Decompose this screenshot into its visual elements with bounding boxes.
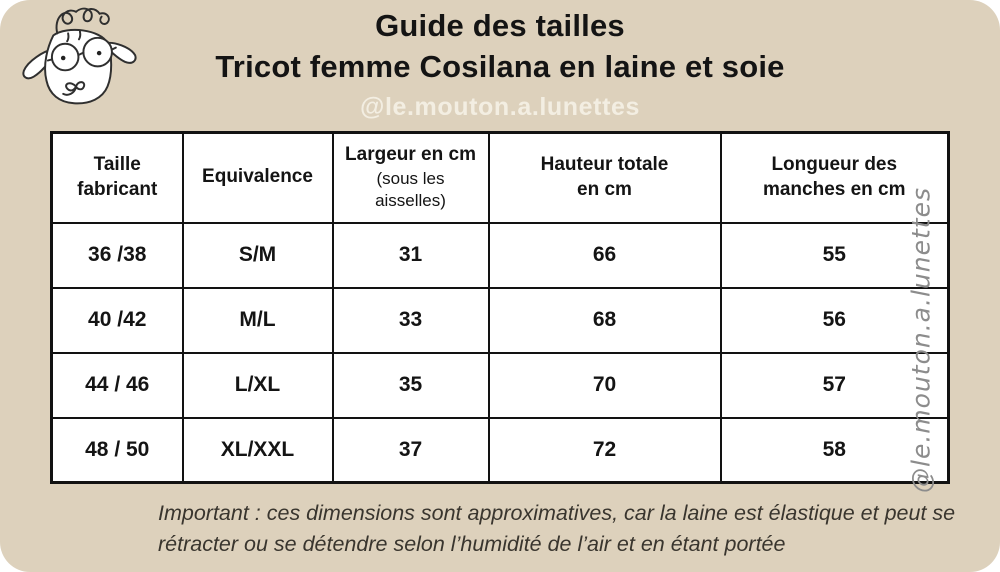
table-cell: 31	[331, 221, 490, 289]
col-header-label: Equivalence	[202, 166, 313, 188]
table-cell: 36 /38	[50, 221, 184, 289]
table-cell: 68	[487, 286, 722, 354]
table-cell: 44 / 46	[50, 351, 184, 419]
size-table-head: Taille fabricant Equivalence Largeur en …	[50, 131, 950, 224]
table-row: 36 /38 S/M 31 66 55	[50, 221, 950, 289]
table-cell: 48 / 50	[50, 416, 184, 484]
header: Guide des tailles Tricot femme Cosilana …	[0, 6, 1000, 122]
table-cell: 66	[487, 221, 722, 289]
size-table: Taille fabricant Equivalence Largeur en …	[50, 131, 950, 484]
col-header-largeur: Largeur en cm (sous les aisselles)	[331, 131, 490, 224]
col-header-longueur-manches: Longueur des manches en cm	[719, 131, 950, 224]
table-row: 44 / 46 L/XL 35 70 57	[50, 351, 950, 419]
page-title: Guide des tailles	[375, 8, 625, 43]
important-note: Important : ces dimensions sont approxim…	[158, 501, 956, 556]
table-row: 48 / 50 XL/XXL 37 72 58	[50, 416, 950, 484]
table-cell: S/M	[181, 221, 334, 289]
col-header-hauteur: Hauteur totale en cm	[487, 131, 722, 224]
col-header-label: Longueur des manches en cm	[762, 154, 906, 200]
watermark-text: @le.mouton.a.lunettes	[906, 187, 936, 493]
col-header-sublabel: (sous les aisselles)	[375, 169, 446, 211]
col-header-label: Hauteur totale en cm	[540, 154, 669, 200]
table-cell: L/XL	[181, 351, 334, 419]
table-cell: 40 /42	[50, 286, 184, 354]
table-cell: 56	[719, 286, 950, 354]
col-header-label: Largeur en cm	[345, 144, 476, 166]
table-row: 40 /42 M/L 33 68 56	[50, 286, 950, 354]
table-cell: 35	[331, 351, 490, 419]
page-subtitle: Tricot femme Cosilana en laine et soie	[215, 48, 785, 84]
instagram-handle: @le.mouton.a.lunettes	[359, 92, 641, 121]
sheep-with-glasses-icon	[22, 7, 137, 105]
col-header-equivalence: Equivalence	[181, 131, 334, 224]
table-cell: 57	[719, 351, 950, 419]
table-cell: 58	[719, 416, 950, 484]
table-cell: XL/XXL	[181, 416, 334, 484]
table-cell: M/L	[181, 286, 334, 354]
header-row: Taille fabricant Equivalence Largeur en …	[50, 131, 950, 224]
table-cell: 33	[331, 286, 490, 354]
size-table-body: 36 /38 S/M 31 66 55 40 /42 M/L 33 68 56 …	[50, 221, 950, 484]
col-header-label: Taille fabricant	[77, 154, 158, 200]
sheep-logo	[14, 2, 138, 114]
table-cell: 72	[487, 416, 722, 484]
col-header-taille-fabricant: Taille fabricant	[50, 131, 184, 224]
table-cell: 37	[331, 416, 490, 484]
table-cell: 70	[487, 351, 722, 419]
table-cell: 55	[719, 221, 950, 289]
